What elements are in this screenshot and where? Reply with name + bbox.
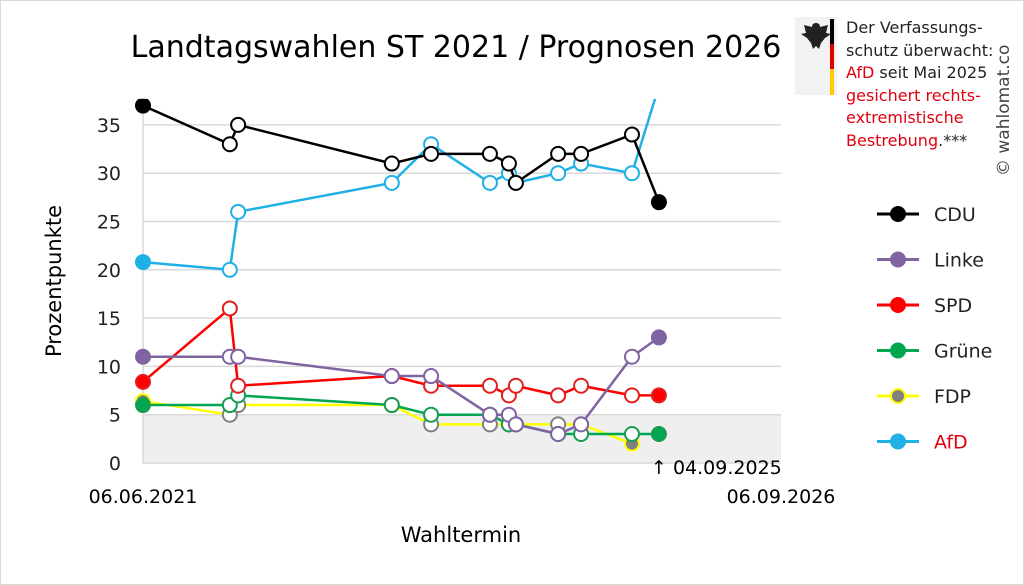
data-point-CDU [221,136,238,153]
data-point-Grüne [623,426,640,443]
legend-marker-Grüne [890,342,906,359]
data-point-SPD [550,387,567,404]
date-annotation: ↑ 04.09.2025 [651,457,782,479]
copyright: © wahlomat.co [994,44,1014,176]
data-point-Linke [550,426,567,443]
eagle-icon [801,23,831,49]
legend-label-AfD: AfD [934,432,968,454]
data-point-SPD [135,373,151,390]
note-afd: AfD [846,63,875,82]
legend-marker-SPD [890,297,906,313]
x-tick-label: 06.09.2026 [727,486,836,508]
data-point-CDU [135,98,151,114]
data-point-Linke [623,348,640,365]
verfassungsschutz-note: Der Verfassungs- schutz überwacht: AfD s… [846,17,993,152]
plot-area [135,98,667,452]
note-line: gesichert rechts- [846,85,981,105]
note-period: . [938,130,944,150]
data-point-CDU [507,174,524,191]
note-text: Bestrebung [846,130,939,150]
data-point-Linke [573,416,590,433]
y-tick-label: 5 [109,405,121,427]
y-tick-label: 25 [97,212,121,234]
data-point-CDU [481,145,498,162]
data-point-Grüne [383,397,400,414]
data-point-CDU [500,155,517,172]
data-point-AfD [550,165,567,182]
note-stars: *** [943,130,968,150]
data-point-AfD [383,174,400,191]
legend-label-Linke: Linke [934,250,984,272]
x-tick-label: 06.06.2021 [89,486,198,508]
y-tick-label: 0 [109,453,121,475]
data-point-SPD [573,377,590,394]
y-tick-label: 35 [97,115,121,137]
y-axis-label: Prozentpunkte [42,205,66,357]
y-tick-label: 10 [97,356,121,378]
data-point-Grüne [650,426,667,443]
y-tick-label: 20 [97,260,121,282]
data-point-SPD [507,377,524,394]
legend-label-SPD: SPD [934,295,972,317]
data-point-Linke [481,406,498,423]
data-point-AfD [230,203,247,220]
note-line: Der Verfassungs- [846,18,983,37]
x-axis-label: Wahltermin [401,523,521,547]
note-line: AfD seit Mai 2025 [846,62,993,85]
threshold-band [143,414,781,463]
note-text: seit Mai 2025 [874,63,988,82]
german-flag-bar [830,19,834,95]
data-point-SPD [230,377,247,394]
data-point-Linke [650,329,667,346]
chart-title: Landtagswahlen ST 2021 / Prognosen 2026 [131,30,782,65]
data-point-SPD [481,377,498,394]
legend-label-CDU: CDU [934,204,976,226]
data-point-Linke [135,348,151,365]
data-point-SPD [650,387,667,404]
y-tick-label: 15 [97,308,121,330]
data-point-Linke [383,368,400,385]
note-line: extremistische [846,108,964,127]
data-point-SPD [221,300,238,317]
data-point-Grüne [423,406,440,423]
data-point-CDU [383,155,400,172]
data-point-AfD [221,261,238,278]
data-point-Grüne [135,397,151,414]
note-line: schutz überwacht: [846,40,994,60]
data-point-Linke [423,368,440,385]
data-point-SPD [623,387,640,404]
legend-marker-CDU [890,206,906,222]
data-point-CDU [230,116,247,133]
legend-label-Grüne: Grüne [934,341,992,363]
series-line-SPD [142,305,659,397]
data-point-Linke [507,416,524,433]
data-point-CDU [423,145,440,162]
data-point-AfD [135,254,151,271]
data-point-CDU [650,194,667,211]
data-point-CDU [573,145,590,162]
data-point-Linke [230,348,247,365]
data-point-CDU [550,145,567,162]
data-point-CDU [623,126,640,143]
series-line-AfD [142,98,657,272]
legend-marker-FDP [890,388,906,404]
legend-label-FDP: FDP [934,386,971,408]
y-tick-label: 30 [97,163,121,185]
data-point-AfD [623,165,640,182]
legend-marker-AfD [890,433,906,450]
legend-marker-Linke [890,251,906,268]
note-line: Bestrebung.*** [846,130,993,153]
data-point-AfD [481,174,498,191]
